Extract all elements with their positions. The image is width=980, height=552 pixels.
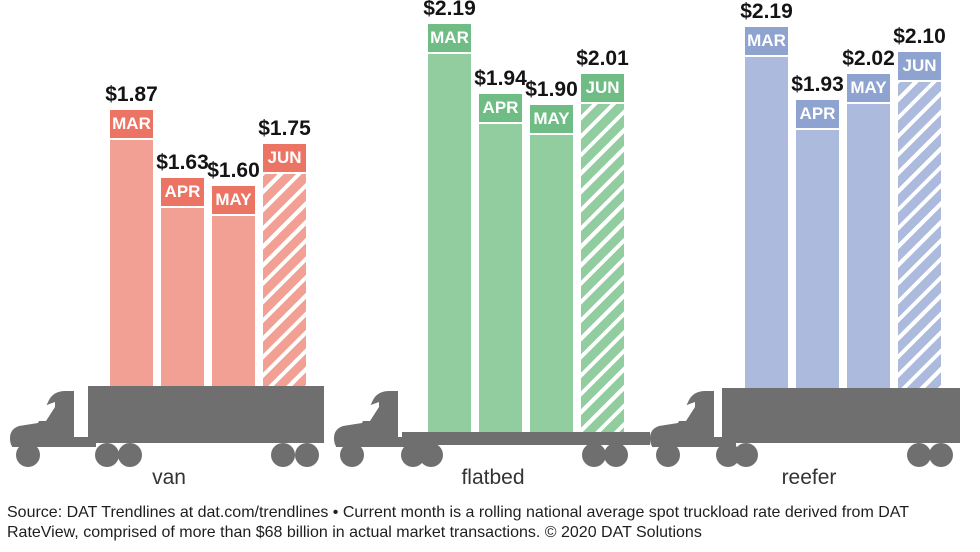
bar-body-reefer-may — [847, 104, 890, 440]
value-label-flatbed-may: $1.90 — [525, 78, 578, 101]
source-note: Source: DAT Trendlines at dat.com/trendl… — [7, 503, 973, 543]
bar-body-flatbed-mar — [428, 54, 471, 440]
bar-reefer-mar: MAR — [745, 27, 788, 440]
bar-body-reefer-mar — [745, 57, 788, 440]
value-label-van-may: $1.60 — [207, 159, 260, 182]
van-truck-icon — [10, 386, 324, 467]
value-label-reefer-apr: $1.93 — [791, 73, 844, 96]
month-band-flatbed-mar: MAR — [428, 24, 471, 54]
month-band-van-apr: APR — [161, 178, 204, 208]
value-label-reefer-may: $2.02 — [842, 47, 895, 70]
bar-flatbed-jun: JUN — [581, 74, 624, 440]
value-label-flatbed-jun: $2.01 — [576, 47, 629, 70]
month-band-reefer-may: MAY — [847, 74, 890, 104]
bar-flatbed-may: MAY — [530, 105, 573, 440]
group-label-flatbed: flatbed — [461, 466, 525, 489]
reefer-truck-icon — [650, 388, 960, 467]
bar-reefer-jun: JUN — [898, 52, 941, 440]
value-label-reefer-mar: $2.19 — [740, 0, 793, 23]
month-band-flatbed-may: MAY — [530, 105, 573, 135]
bar-reefer-may: MAY — [847, 74, 890, 440]
bar-body-flatbed-apr — [479, 124, 522, 440]
value-label-van-apr: $1.63 — [156, 151, 209, 174]
month-band-reefer-mar: MAR — [745, 27, 788, 57]
group-label-reefer: reefer — [781, 466, 837, 489]
group-label-van: van — [152, 466, 186, 489]
value-label-van-jun: $1.75 — [258, 117, 311, 140]
month-band-van-mar: MAR — [110, 110, 153, 140]
bar-body-flatbed-may — [530, 135, 573, 440]
month-band-van-may: MAY — [212, 186, 255, 216]
value-label-reefer-jun: $2.10 — [893, 25, 946, 48]
bar-flatbed-apr: APR — [479, 94, 522, 440]
source-note-line-1: Source: DAT Trendlines at dat.com/trendl… — [7, 504, 910, 521]
bar-body-reefer-jun — [898, 82, 941, 440]
value-label-flatbed-apr: $1.94 — [474, 67, 527, 90]
month-band-van-jun: JUN — [263, 144, 306, 174]
source-note-line-2: RateView, comprised of more than $68 bil… — [7, 524, 702, 541]
value-label-flatbed-mar: $2.19 — [423, 0, 476, 20]
month-band-reefer-jun: JUN — [898, 52, 941, 82]
month-band-flatbed-apr: APR — [479, 94, 522, 124]
month-band-flatbed-jun: JUN — [581, 74, 624, 104]
value-label-van-mar: $1.87 — [105, 83, 158, 106]
flatbed-truck-icon — [334, 391, 650, 467]
month-band-reefer-apr: APR — [796, 100, 839, 130]
bar-flatbed-mar: MAR — [428, 24, 471, 440]
bar-body-flatbed-jun — [581, 104, 624, 440]
